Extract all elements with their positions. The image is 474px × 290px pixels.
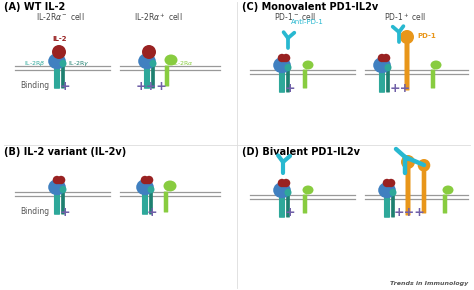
Circle shape — [382, 54, 390, 62]
FancyBboxPatch shape — [144, 65, 150, 89]
Text: IL-2R$\gamma$: IL-2R$\gamma$ — [68, 59, 90, 68]
Ellipse shape — [136, 179, 154, 195]
Text: +: + — [60, 79, 70, 93]
Ellipse shape — [164, 180, 176, 191]
FancyBboxPatch shape — [384, 194, 390, 218]
FancyBboxPatch shape — [151, 66, 155, 88]
Text: (A) WT IL-2: (A) WT IL-2 — [4, 2, 65, 12]
FancyBboxPatch shape — [422, 169, 426, 213]
Text: (B) IL-2 variant (IL-2v): (B) IL-2 variant (IL-2v) — [4, 147, 126, 157]
Text: IL-2R$\beta$: IL-2R$\beta$ — [24, 59, 46, 68]
Text: +++: +++ — [394, 206, 426, 220]
Ellipse shape — [48, 179, 66, 195]
Circle shape — [142, 45, 156, 59]
FancyBboxPatch shape — [286, 70, 290, 93]
Circle shape — [52, 45, 66, 59]
Circle shape — [278, 179, 286, 187]
Text: +: + — [60, 206, 70, 218]
Text: IL-2R$\alpha^+$ cell: IL-2R$\alpha^+$ cell — [134, 11, 182, 23]
Ellipse shape — [273, 182, 291, 198]
Circle shape — [282, 179, 290, 187]
Circle shape — [53, 176, 61, 184]
Text: PD-1: PD-1 — [417, 33, 436, 39]
Ellipse shape — [384, 64, 392, 71]
Ellipse shape — [373, 57, 391, 73]
FancyBboxPatch shape — [165, 66, 169, 86]
Ellipse shape — [390, 189, 396, 196]
FancyBboxPatch shape — [54, 191, 60, 215]
Ellipse shape — [164, 55, 177, 66]
FancyBboxPatch shape — [149, 191, 153, 215]
Circle shape — [400, 30, 414, 44]
Circle shape — [378, 54, 386, 62]
Circle shape — [387, 179, 395, 187]
Text: Binding: Binding — [20, 81, 49, 90]
Text: (C) Monovalent PD1-IL2v: (C) Monovalent PD1-IL2v — [242, 2, 378, 12]
FancyBboxPatch shape — [279, 69, 285, 93]
Text: IL-2: IL-2 — [53, 36, 67, 42]
Text: Binding: Binding — [20, 208, 49, 217]
Ellipse shape — [385, 181, 392, 187]
Circle shape — [145, 176, 153, 184]
Ellipse shape — [60, 186, 66, 193]
Ellipse shape — [443, 186, 454, 195]
Circle shape — [418, 159, 430, 172]
Ellipse shape — [149, 60, 156, 67]
Ellipse shape — [284, 189, 292, 196]
Text: Trends in Immunology: Trends in Immunology — [390, 281, 468, 286]
FancyBboxPatch shape — [303, 195, 307, 213]
Ellipse shape — [378, 182, 396, 198]
Circle shape — [57, 176, 65, 184]
Ellipse shape — [302, 186, 313, 195]
FancyBboxPatch shape — [286, 195, 290, 218]
Ellipse shape — [430, 61, 441, 70]
FancyBboxPatch shape — [61, 66, 65, 88]
Circle shape — [383, 179, 391, 187]
Text: +++: +++ — [136, 79, 168, 93]
Text: ++: ++ — [389, 81, 410, 95]
FancyBboxPatch shape — [54, 65, 60, 89]
FancyBboxPatch shape — [164, 191, 168, 213]
Text: IL-2R$\alpha^-$ cell: IL-2R$\alpha^-$ cell — [36, 11, 84, 22]
Text: +: + — [285, 81, 295, 95]
Ellipse shape — [55, 178, 63, 184]
Text: +: + — [285, 206, 295, 220]
FancyBboxPatch shape — [61, 191, 65, 215]
Text: +: + — [146, 206, 157, 218]
Circle shape — [278, 54, 286, 62]
Ellipse shape — [302, 61, 313, 70]
FancyBboxPatch shape — [142, 191, 148, 215]
Text: PD-1$^+$ cell: PD-1$^+$ cell — [384, 11, 426, 23]
Ellipse shape — [60, 60, 66, 67]
FancyBboxPatch shape — [391, 195, 395, 218]
Text: PD-1$^-$ cell: PD-1$^-$ cell — [274, 11, 316, 22]
Text: Anti-PD-1: Anti-PD-1 — [291, 19, 324, 25]
Text: (D) Bivalent PD1-IL2v: (D) Bivalent PD1-IL2v — [242, 147, 360, 157]
Ellipse shape — [381, 56, 388, 62]
FancyBboxPatch shape — [379, 69, 385, 93]
Circle shape — [141, 176, 149, 184]
FancyBboxPatch shape — [303, 70, 307, 88]
FancyBboxPatch shape — [386, 70, 390, 93]
Ellipse shape — [281, 181, 288, 187]
FancyBboxPatch shape — [404, 41, 410, 90]
Circle shape — [282, 54, 290, 62]
Ellipse shape — [144, 178, 151, 184]
Ellipse shape — [273, 57, 291, 73]
FancyBboxPatch shape — [443, 195, 447, 213]
FancyBboxPatch shape — [431, 70, 435, 88]
Circle shape — [401, 155, 415, 169]
Ellipse shape — [281, 56, 288, 62]
Ellipse shape — [147, 186, 155, 193]
Ellipse shape — [48, 53, 66, 69]
Text: IL-2R$\alpha$: IL-2R$\alpha$ — [172, 59, 194, 67]
FancyBboxPatch shape — [405, 166, 410, 215]
FancyBboxPatch shape — [279, 194, 285, 218]
Ellipse shape — [284, 64, 292, 71]
Ellipse shape — [138, 53, 156, 69]
